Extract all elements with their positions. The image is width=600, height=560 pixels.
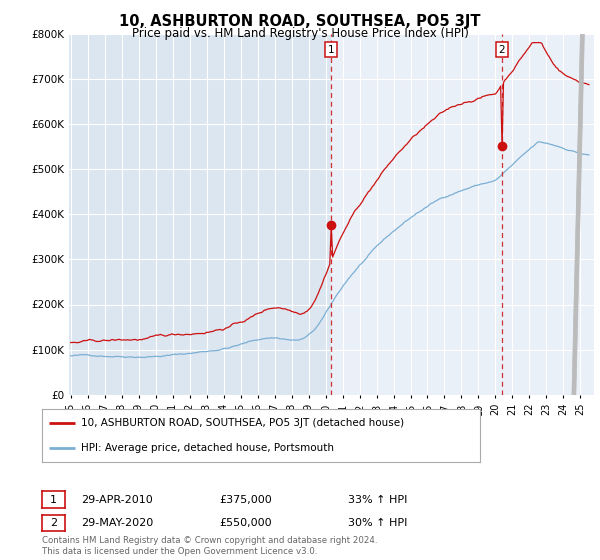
Text: 2: 2 (50, 518, 57, 528)
Bar (331, 34, 598, 395)
Text: 1: 1 (50, 494, 57, 505)
Text: 10, ASHBURTON ROAD, SOUTHSEA, PO5 3JT: 10, ASHBURTON ROAD, SOUTHSEA, PO5 3JT (119, 14, 481, 29)
Text: £550,000: £550,000 (219, 518, 272, 528)
Text: 29-MAY-2020: 29-MAY-2020 (81, 518, 153, 528)
Text: 30% ↑ HPI: 30% ↑ HPI (348, 518, 407, 528)
Text: £375,000: £375,000 (219, 494, 272, 505)
Text: 2: 2 (499, 45, 505, 55)
Text: 33% ↑ HPI: 33% ↑ HPI (348, 494, 407, 505)
Text: HPI: Average price, detached house, Portsmouth: HPI: Average price, detached house, Port… (82, 442, 334, 452)
Text: Contains HM Land Registry data © Crown copyright and database right 2024.
This d: Contains HM Land Registry data © Crown c… (42, 536, 377, 556)
Text: 1: 1 (328, 45, 335, 55)
Text: 10, ASHBURTON ROAD, SOUTHSEA, PO5 3JT (detached house): 10, ASHBURTON ROAD, SOUTHSEA, PO5 3JT (d… (82, 418, 404, 428)
Text: 29-APR-2010: 29-APR-2010 (81, 494, 153, 505)
Text: Price paid vs. HM Land Registry's House Price Index (HPI): Price paid vs. HM Land Registry's House … (131, 27, 469, 40)
